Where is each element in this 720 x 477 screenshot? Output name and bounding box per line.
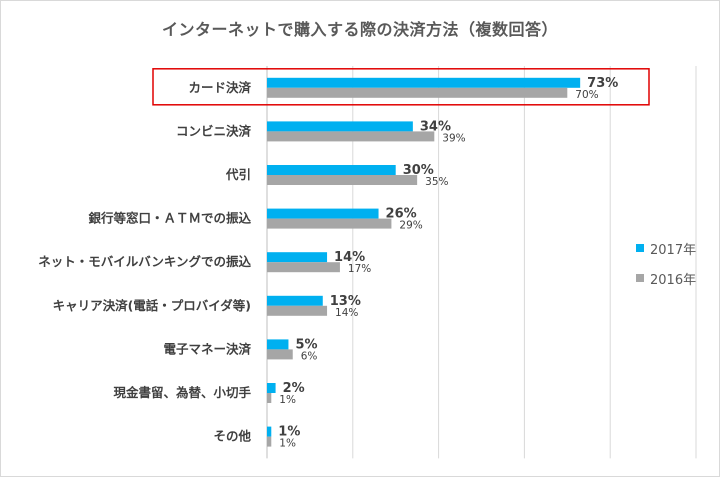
data-label-2017: 26%	[386, 207, 417, 222]
data-label-2017: 34%	[420, 119, 451, 134]
category-label: 電子マネー決済	[163, 341, 251, 356]
category-label: 銀行等窓口・ＡＴＭでの振込	[87, 211, 251, 226]
bar-2017	[267, 165, 396, 175]
category-label: 代引	[225, 167, 251, 182]
category-label: コンビニ決済	[176, 123, 252, 138]
legend-label: 2016年	[650, 272, 697, 288]
legend-swatch	[636, 244, 644, 252]
category-label: キャリア決済(電話・プロバイダ等)	[53, 298, 251, 313]
data-label-2016: 35%	[425, 176, 448, 188]
category-label: その他	[213, 429, 251, 444]
data-label-2016: 1%	[279, 438, 296, 450]
bar-2017	[267, 77, 581, 88]
category-label: 現金書留、為替、小切手	[113, 385, 251, 400]
data-label-2016: 39%	[442, 132, 465, 144]
data-label-2017: 5%	[295, 337, 317, 352]
bar-2016	[267, 131, 435, 142]
legend-swatch	[636, 274, 644, 282]
bar-2017	[267, 121, 413, 132]
bar-2017	[267, 383, 276, 393]
legend-item: 2016年	[636, 263, 696, 293]
data-label-2016: 14%	[335, 307, 358, 319]
bar-2016	[267, 87, 568, 98]
data-label-2016: 70%	[575, 89, 598, 101]
category-label: ネット・モバイルバンキングでの振込	[38, 254, 251, 269]
data-label-2016: 29%	[399, 220, 422, 232]
bar-2017	[267, 339, 289, 350]
data-label-2017: 14%	[334, 250, 365, 265]
legend-item: 2017年	[636, 233, 696, 263]
category-label: カード決済	[188, 80, 251, 95]
legend-label: 2017年	[650, 242, 697, 258]
data-label-2017: 30%	[403, 163, 434, 178]
bar-2016	[267, 305, 328, 316]
bar-2017	[267, 295, 323, 306]
data-label-2016: 17%	[348, 263, 371, 275]
chart-title: インターネットで購入する際の決済方法（複数回答）	[161, 20, 558, 39]
highlight-box	[152, 68, 650, 106]
data-label-2017: 2%	[283, 381, 305, 396]
bar-2016	[267, 436, 272, 447]
data-label-2017: 1%	[278, 425, 300, 440]
bar-2016	[267, 218, 392, 229]
data-label-2017: 73%	[587, 76, 618, 91]
bar-2017	[267, 208, 379, 219]
bar-2016	[267, 393, 272, 403]
bar-2016	[267, 262, 340, 273]
bar-2016	[267, 175, 418, 185]
data-label-2016: 1%	[279, 394, 296, 406]
bar-2017	[267, 252, 328, 263]
legend: 2017年 2016年	[636, 233, 696, 293]
bar-2016	[267, 349, 293, 360]
bar-2017	[267, 426, 272, 437]
data-label-2016: 6%	[301, 350, 318, 362]
data-label-2017: 13%	[330, 294, 361, 309]
